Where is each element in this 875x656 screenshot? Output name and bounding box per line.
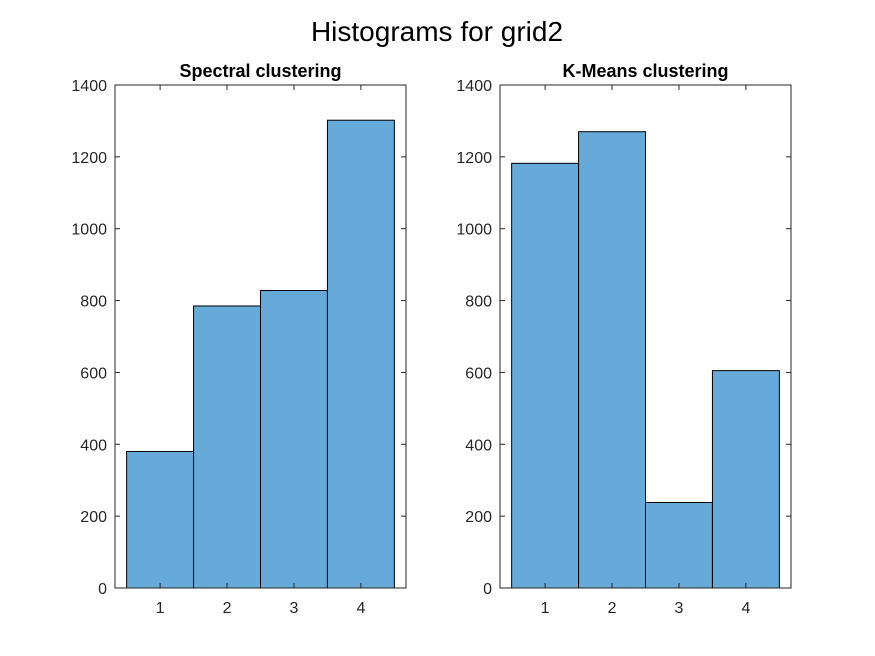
spectral-xtick-label: 3 [290,600,299,617]
kmeans-ytick-label: 600 [465,365,492,382]
kmeans-bar-2 [578,131,647,589]
spectral-ytick-label: 400 [80,437,107,454]
spectral-xtick-label: 2 [223,600,232,617]
kmeans-xtick-label: 2 [608,600,617,617]
kmeans-ytick-label: 400 [465,437,492,454]
kmeans-clustering-axes: 0 200 400 600 800 1000 1200 1400 1 2 3 4 K-Means clu… [456,61,792,617]
kmeans-bar-1 [511,162,580,589]
kmeans-xtick-label: 1 [541,600,550,617]
spectral-ytick-label: 1000 [71,222,107,239]
spectral-axes-title: Spectral clustering [179,61,341,81]
spectral-ytick-label: 600 [80,365,107,382]
spectral-ytick-label: 1400 [71,78,107,95]
kmeans-ytick-label: 1200 [456,150,492,167]
kmeans-ytick-label: 0 [483,581,492,598]
spectral-clustering-axes: 0 200 400 600 800 1000 1200 1400 1 2 3 4 Spectral cl… [71,61,407,617]
kmeans-xtick-label: 4 [741,600,750,617]
spectral-axes-box [114,84,407,589]
kmeans-bar-4 [711,370,780,589]
spectral-ytick-label: 800 [80,294,107,311]
spectral-bar-4 [326,119,395,589]
spectral-bar-3 [260,290,328,589]
spectral-bar-1 [126,450,195,589]
kmeans-ytick-label: 1000 [456,222,492,239]
spectral-ytick-label: 200 [80,509,107,526]
spectral-xtick-label: 4 [356,600,365,617]
spectral-ytick-label: 1200 [71,150,107,167]
figure-title: Histograms for grid2 [311,16,563,47]
kmeans-axes-title: K-Means clustering [562,61,728,81]
kmeans-ytick-label: 200 [465,509,492,526]
spectral-xtick-label: 1 [156,600,165,617]
kmeans-bar-3 [645,501,713,589]
spectral-ytick-label: 0 [98,581,107,598]
kmeans-axes-box [499,84,792,589]
kmeans-ytick-label: 1400 [456,78,492,95]
spectral-bar-2 [193,305,262,589]
kmeans-ytick-label: 800 [465,294,492,311]
kmeans-xtick-label: 3 [675,600,684,617]
